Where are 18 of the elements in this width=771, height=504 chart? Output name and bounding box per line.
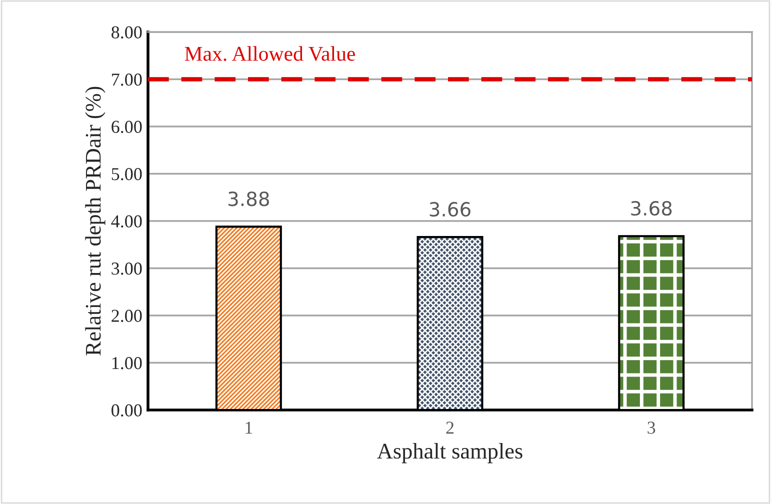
x-tick-label: 2: [446, 422, 454, 434]
y-axis-title: Relative rut depth PRDair (%): [85, 86, 106, 356]
y-tick-label: 0.00: [112, 404, 142, 417]
y-tick-label: 1.00: [112, 357, 142, 370]
data-label: 3.68: [631, 200, 672, 216]
y-tick-label: 2.00: [112, 310, 142, 322]
data-label: 3.66: [430, 202, 470, 217]
data-label: 3.88: [228, 192, 269, 206]
y-tick-label: 4.00: [111, 215, 142, 228]
y-tick-label: 8.00: [112, 26, 142, 39]
y-tick-label: 6.00: [112, 120, 142, 134]
ref-line-label: Max. Allowed Value: [184, 46, 355, 61]
x-tick-label: 1: [246, 422, 252, 434]
x-axis-title: Asphalt samples: [377, 443, 522, 464]
y-tick-label: 7.00: [112, 74, 142, 86]
y-tick-label: 5.00: [112, 168, 142, 180]
x-tick-label: 3: [648, 422, 656, 434]
y-tick-label: 3.00: [112, 262, 142, 275]
